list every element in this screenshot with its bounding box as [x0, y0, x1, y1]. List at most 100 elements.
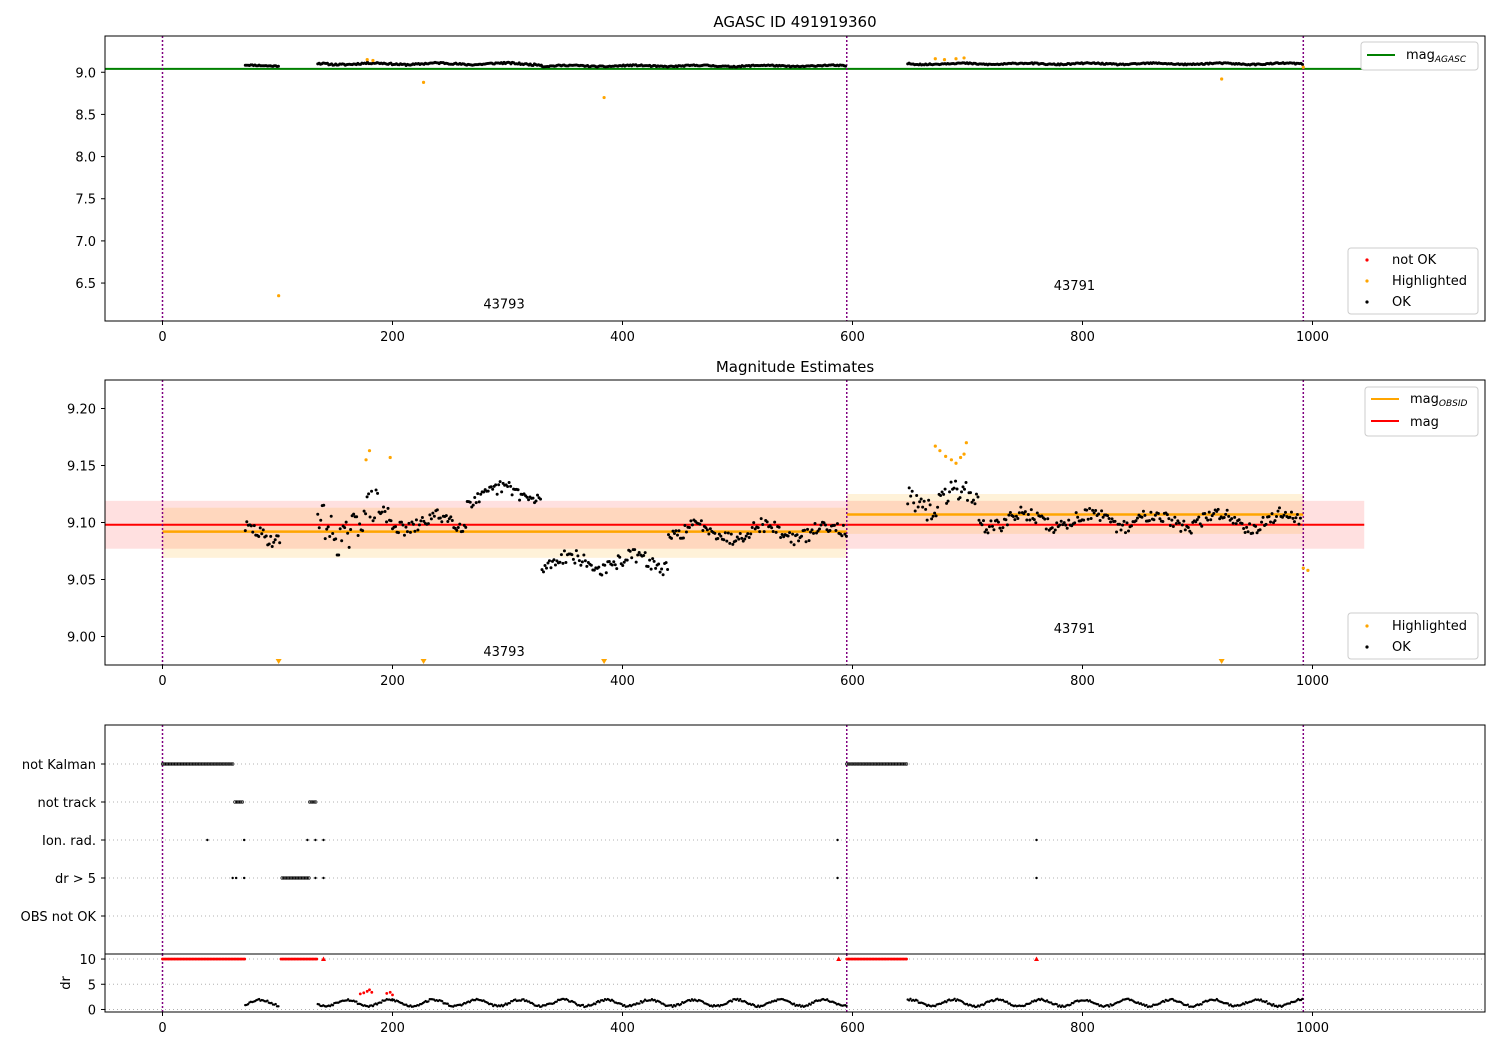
agasc-panel: AGASC ID 491919360 43793 43791 0 200 400 600… [75, 13, 1486, 345]
legend-swatch-not-ok [1365, 258, 1369, 262]
ok-point [261, 528, 265, 532]
ok-point [729, 532, 733, 536]
obsid-annotation: 43793 [483, 645, 524, 660]
dr-point [1072, 1001, 1075, 1005]
ok-point [759, 517, 763, 521]
ok-point [536, 493, 540, 497]
flag-point [204, 762, 208, 766]
ok-point [744, 534, 748, 538]
ok-point [750, 526, 754, 530]
ok-point [817, 527, 821, 531]
flag-point [867, 762, 871, 766]
ok-point [786, 534, 790, 538]
obsid-annotation: 43791 [1054, 622, 1095, 637]
ok-point [648, 558, 652, 562]
ok-point [916, 505, 920, 509]
ok-point [610, 563, 614, 567]
flag-point [295, 876, 299, 880]
dr-point [355, 1000, 358, 1003]
flag-point [284, 876, 289, 880]
flag-point [172, 762, 177, 766]
ok-point [1179, 529, 1183, 533]
dr-point [806, 1004, 810, 1007]
ok-point [544, 566, 548, 570]
flag-point [242, 838, 246, 842]
x-tick-label: 0 [158, 330, 166, 345]
ok-point [762, 530, 766, 534]
ok-point [407, 521, 411, 525]
highlighted-point [1220, 77, 1224, 81]
ok-point [1210, 514, 1214, 518]
dr-ylabel: dr [59, 976, 74, 990]
highlighted-point [954, 461, 958, 465]
ok-point [1273, 519, 1277, 523]
ok-point [527, 498, 531, 502]
ok-point [705, 528, 709, 532]
flag-category-label: Ion. rad. [42, 834, 96, 849]
ok-point [385, 520, 389, 524]
ok-point [675, 533, 679, 537]
flag-point [875, 762, 879, 766]
ok-point [806, 527, 810, 531]
ok-point [707, 532, 711, 536]
ok-point [592, 568, 596, 572]
ok-point [909, 494, 913, 498]
flag-point [293, 876, 298, 880]
ok-point [912, 501, 916, 505]
dr-point [638, 1002, 641, 1005]
ok-point [428, 513, 432, 517]
ok-point [1231, 521, 1235, 525]
ok-point [525, 495, 529, 499]
legend-swatch-ok [1365, 300, 1369, 304]
ok-point [1294, 516, 1298, 520]
dr-point [1200, 1003, 1203, 1006]
ok-point [552, 558, 556, 562]
ok-point [1004, 518, 1008, 522]
ok-point [683, 523, 687, 527]
ok-point [1189, 531, 1193, 535]
flag-point [846, 762, 850, 766]
dr-point [1058, 1004, 1061, 1007]
flag-point [861, 762, 865, 766]
flag-point [322, 876, 325, 880]
ok-point [352, 512, 356, 516]
dr-red-point [362, 991, 366, 995]
flag-point [216, 762, 220, 766]
highlighted-point [1306, 568, 1310, 572]
ok-point [661, 573, 665, 577]
ok-point [952, 486, 956, 490]
ok-point [622, 560, 626, 564]
highlighted-point [944, 454, 948, 458]
flag-point [205, 762, 209, 766]
dr-point [1005, 1000, 1009, 1003]
ok-point [1276, 509, 1280, 513]
ok-point [389, 519, 393, 523]
ok-point [1091, 508, 1095, 512]
ok-point [422, 519, 426, 523]
ok-point [408, 530, 412, 534]
flag-point [306, 838, 309, 842]
ok-point [576, 554, 580, 558]
ok-point [1074, 511, 1078, 515]
flag-point [195, 762, 199, 766]
dr-point [674, 1005, 677, 1008]
ok-point [810, 528, 814, 532]
dr-point [1096, 1003, 1100, 1006]
ok-point [1207, 510, 1211, 514]
ok-point [1064, 523, 1068, 527]
ok-point [615, 567, 619, 571]
flag-point [299, 876, 304, 880]
ok-point [450, 519, 454, 523]
ok-point [316, 512, 320, 516]
flag-point [183, 762, 187, 766]
y-tick-label: 9.20 [67, 403, 96, 418]
dr-point [1055, 1003, 1058, 1006]
ok-point [498, 480, 502, 484]
dr-point [982, 1003, 985, 1007]
ok-point [344, 520, 348, 524]
flag-point [287, 876, 292, 880]
ok-point [942, 492, 946, 496]
flag-point [1035, 876, 1038, 880]
highlighted-point [942, 58, 947, 62]
ok-point [461, 529, 465, 533]
